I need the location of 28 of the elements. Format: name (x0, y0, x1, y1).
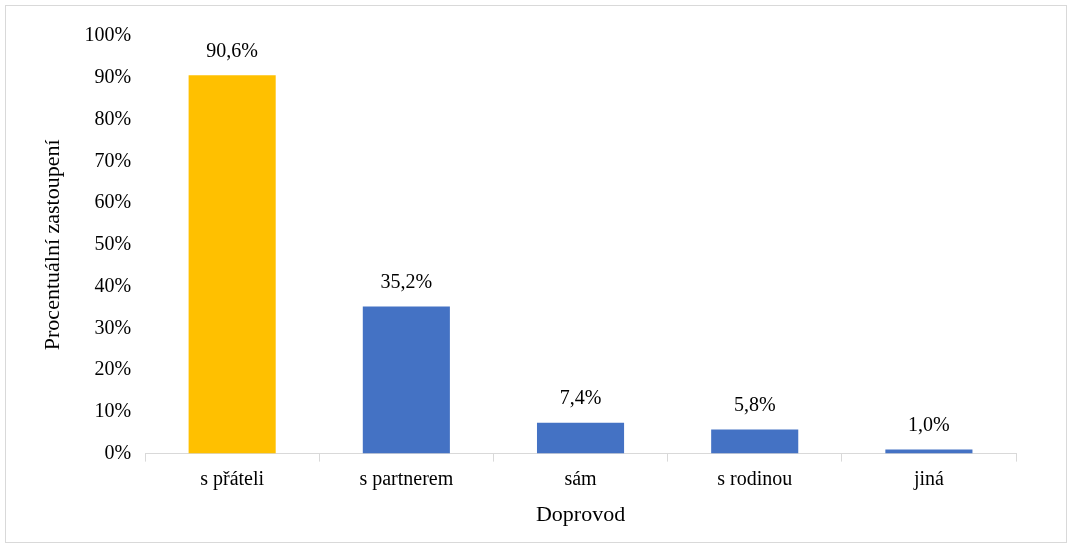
y-tick-label: 60% (94, 190, 132, 213)
y-tick-label: 30% (94, 315, 132, 338)
y-tick-label: 80% (94, 106, 132, 129)
data-label: 35,2% (380, 269, 433, 292)
y-tick-label: 40% (94, 273, 132, 296)
bar (885, 449, 973, 454)
y-tick-label: 20% (94, 357, 132, 380)
data-label: 1,0% (908, 412, 950, 435)
x-tick-label: sám (564, 466, 598, 489)
data-label: 5,8% (733, 392, 776, 415)
data-label: 90,6% (206, 38, 258, 61)
x-tick-label: s partnerem (359, 466, 454, 490)
bar (188, 75, 276, 454)
data-label: 7,4% (559, 385, 602, 408)
y-tick-label: 50% (94, 232, 132, 255)
y-tick-label: 70% (94, 148, 132, 171)
bar (711, 429, 799, 454)
x-tick-label: s rodinou (717, 466, 793, 489)
x-tick-label: s přáteli (200, 466, 265, 490)
y-tick-label: 100% (84, 23, 132, 46)
bar (362, 306, 450, 454)
y-tick-label: 90% (94, 65, 132, 88)
y-tick-label: 0% (104, 440, 132, 463)
y-tick-label: 10% (94, 399, 132, 422)
x-axis-title: Doprovod (535, 500, 626, 526)
x-tick-label: jiná (912, 466, 945, 490)
y-axis-title: Procentuální zastoupení (38, 139, 64, 351)
bar (536, 422, 625, 454)
